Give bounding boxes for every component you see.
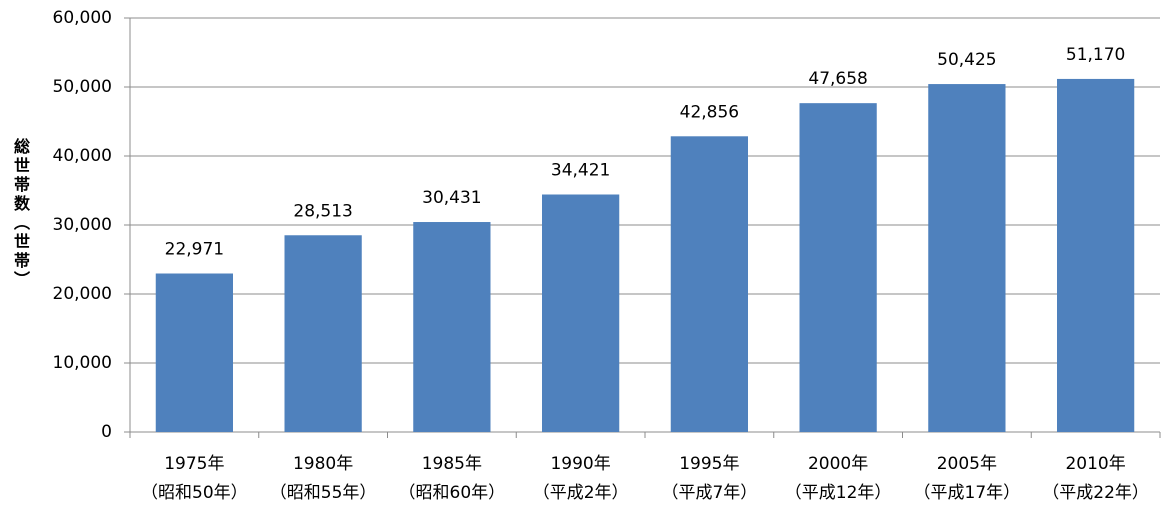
x-tick-label: 1995年 （平成7年） [661,454,758,503]
x-tick-label: 1990年 （平成2年） [532,454,629,503]
x-tick-label: 2000年 （平成12年） [784,454,892,503]
value-label: 47,658 [808,69,867,89]
value-label: 30,431 [422,188,481,208]
x-tick-label: 1985年 （昭和60年） [398,454,506,503]
bar [799,103,877,433]
bar [413,222,491,432]
value-label: 28,513 [293,201,352,221]
y-tick-label: 0 [101,422,112,442]
value-label: 34,421 [551,160,610,180]
bar [284,235,362,432]
x-tick-label: 1980年 （昭和55年） [269,454,377,503]
value-label: 22,971 [165,240,224,260]
bar [1057,78,1135,432]
y-axis-label: 総世帯数（世帯） [11,138,30,290]
x-tick-label: 2005年 （平成17年） [913,454,1021,503]
y-tick-label: 40,000 [53,146,112,166]
value-label: 51,170 [1066,45,1125,65]
bar [670,136,748,433]
x-tick-label: 1975年 （昭和50年） [141,454,248,503]
y-tick-label: 30,000 [53,215,112,235]
bar [155,273,233,432]
y-tick-label: 10,000 [53,353,112,373]
value-label: 50,425 [937,50,996,70]
x-tick-label: 2010年 （平成22年） [1042,454,1149,503]
y-tick-label: 60,000 [53,8,112,28]
y-tick-label: 50,000 [53,77,112,97]
bar [542,194,620,432]
bar [928,84,1006,432]
y-tick-label: 20,000 [53,284,112,304]
value-label: 42,856 [680,102,739,122]
